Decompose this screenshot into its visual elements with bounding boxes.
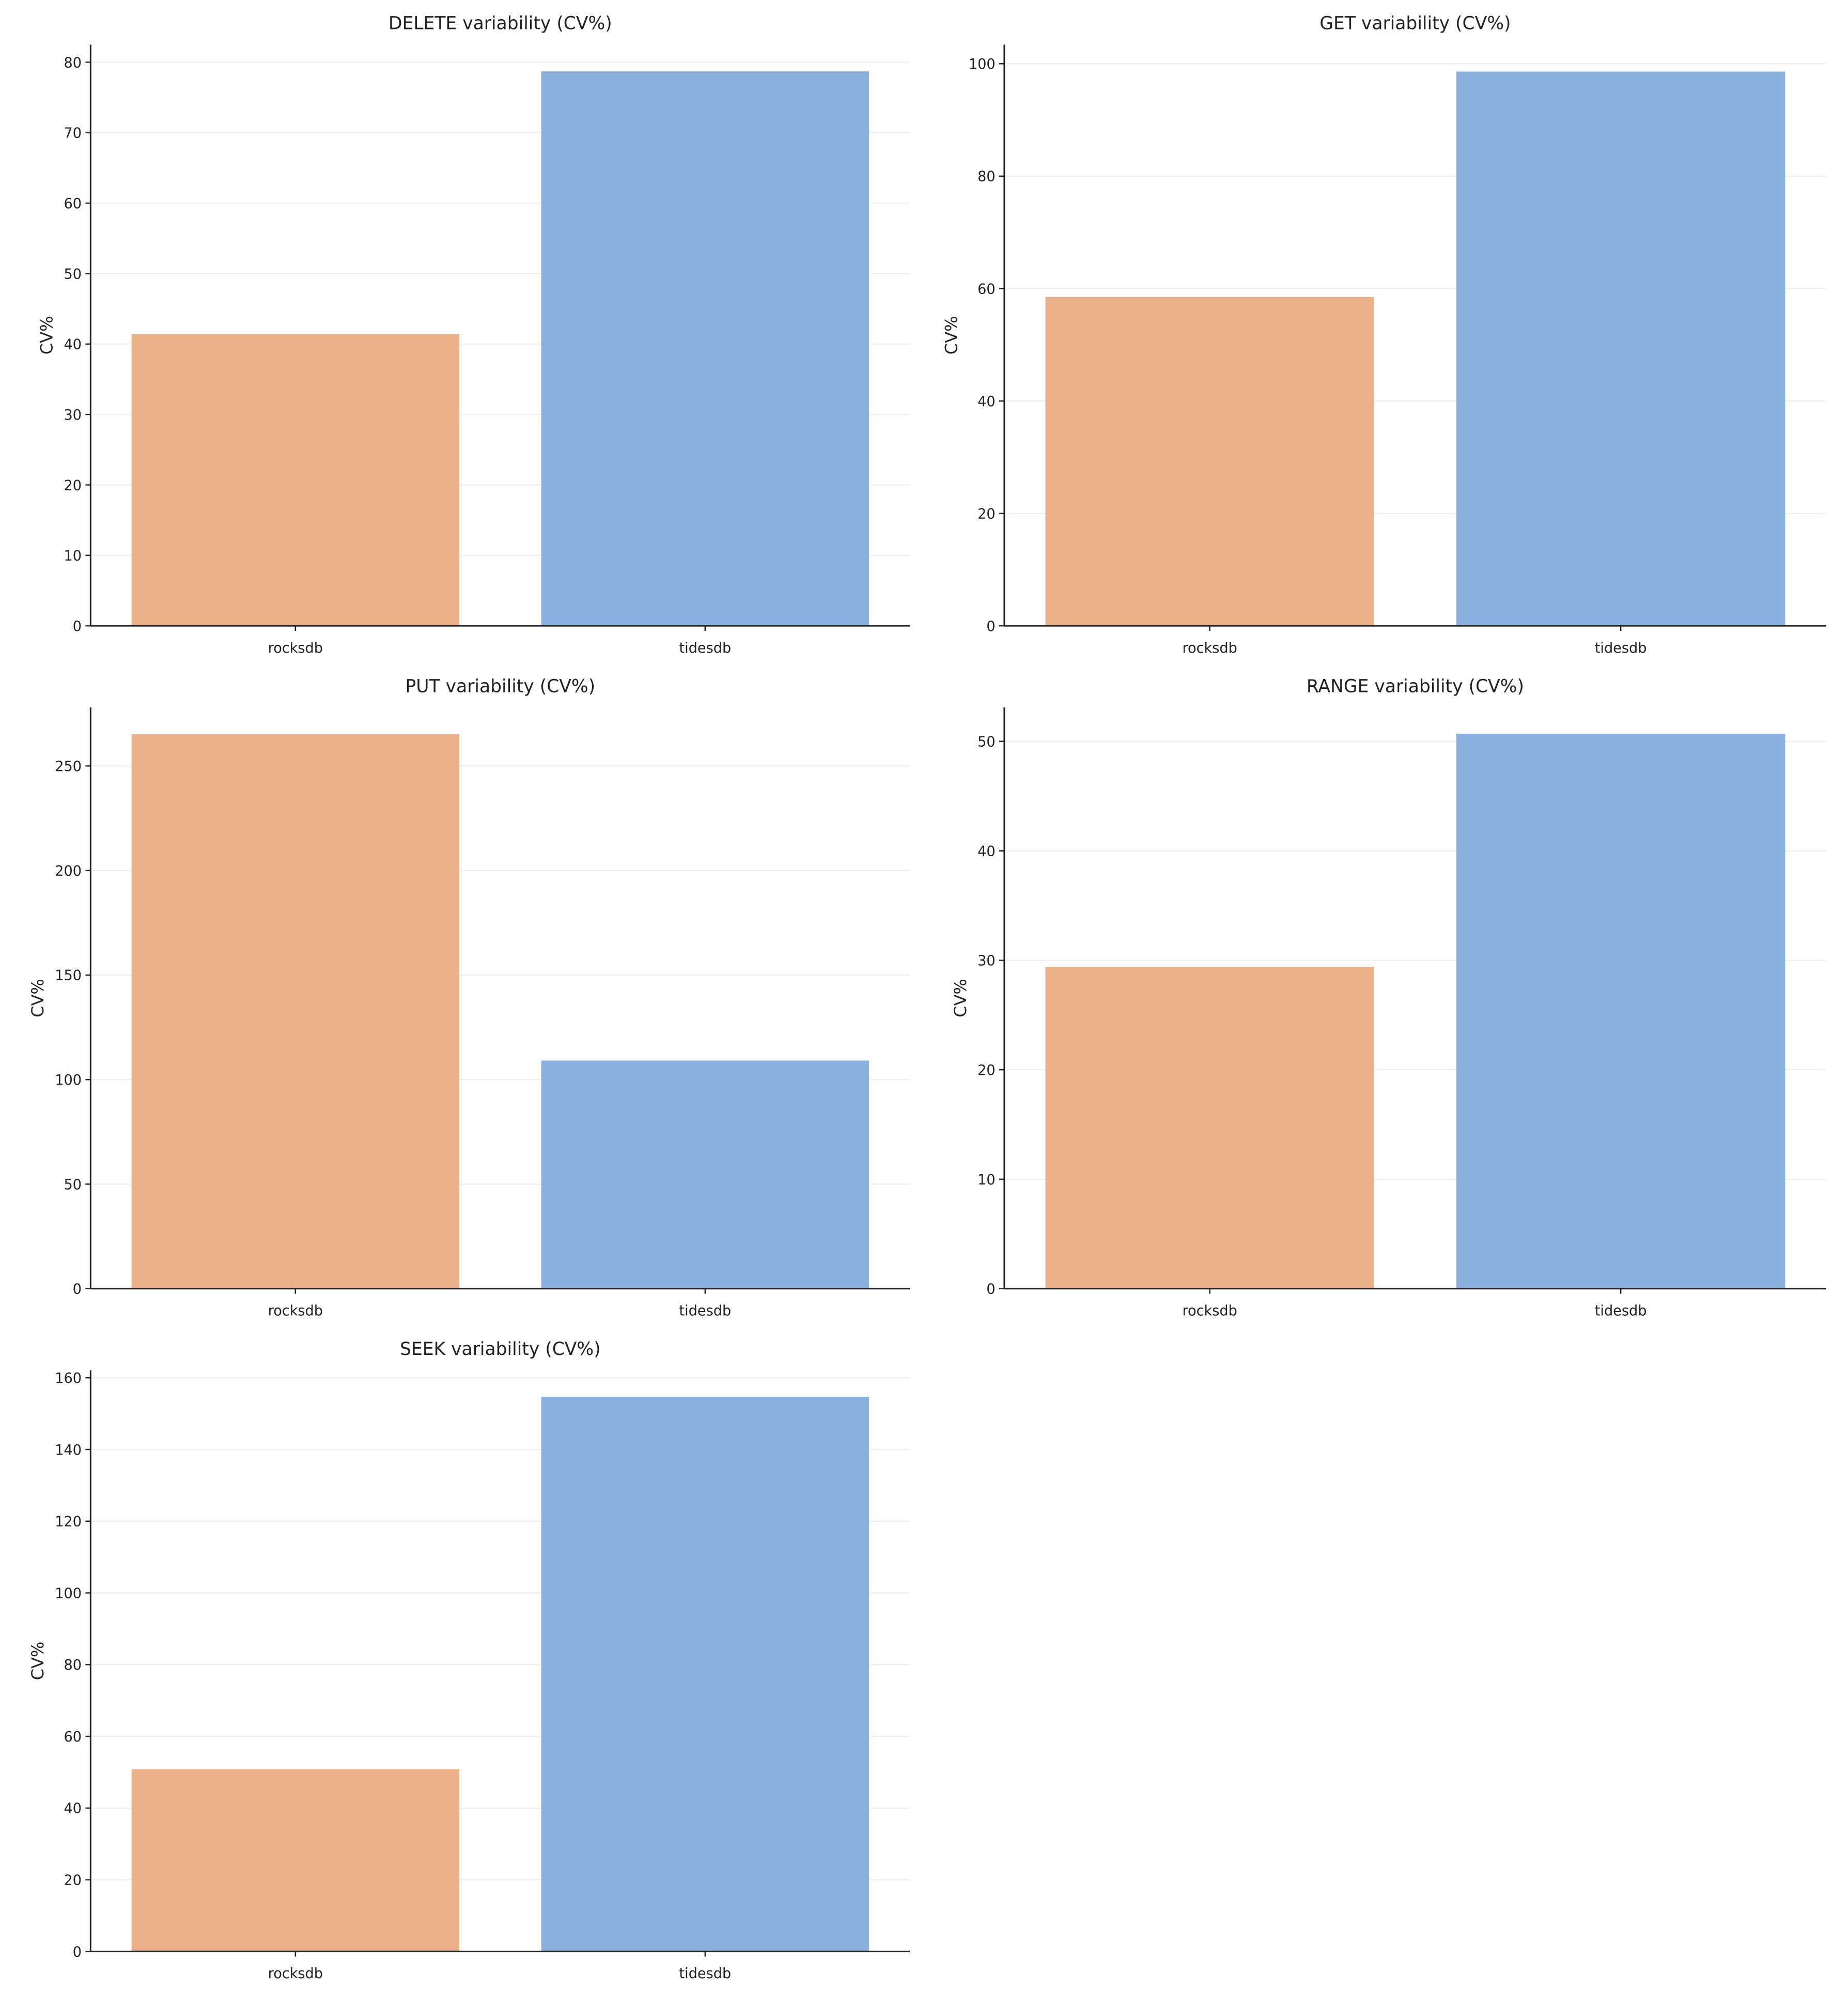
x-tick-label: tidesdb xyxy=(679,1966,732,1982)
x-tick-label: rocksdb xyxy=(1182,640,1237,656)
y-tick-label: 30 xyxy=(64,407,82,423)
y-tick-label: 200 xyxy=(55,863,82,879)
y-axis-label: CV% xyxy=(951,979,970,1017)
bar-rocksdb xyxy=(1045,966,1374,1289)
y-tick-label: 120 xyxy=(55,1514,82,1530)
x-tick-label: tidesdb xyxy=(1595,640,1647,656)
bar-tidesdb xyxy=(541,1396,869,1952)
chart-title: RANGE variability (CV%) xyxy=(1307,676,1524,697)
x-tick-label: rocksdb xyxy=(268,640,323,656)
chart-title: PUT variability (CV%) xyxy=(405,676,595,697)
subplot-delete: 0 10 20 30 40 50 60 70 80 rocksdb tidesdb DELETE va… xyxy=(37,13,910,656)
y-axis-label: CV% xyxy=(28,1642,48,1680)
y-tick-label: 150 xyxy=(55,968,82,984)
y-tick-label: 80 xyxy=(977,169,996,185)
x-tick-label: tidesdb xyxy=(679,1303,732,1319)
y-tick-label: 20 xyxy=(64,477,82,493)
bar-rocksdb xyxy=(131,334,460,626)
subplot-seek: 0 20 40 60 80 100 120 140 160 rocksdb tidesdb SEEK … xyxy=(28,1339,910,1982)
y-tick-label: 80 xyxy=(64,55,82,71)
bar-tidesdb xyxy=(541,71,869,626)
y-tick-label: 40 xyxy=(977,843,996,859)
y-tick-label: 60 xyxy=(977,281,996,297)
y-tick-label: 0 xyxy=(73,1944,82,1960)
y-tick-label: 50 xyxy=(64,266,82,282)
bar-rocksdb xyxy=(131,734,460,1289)
subplot-get: 0 20 40 60 80 100 rocksdb tidesdb GET variabilit… xyxy=(942,13,1826,656)
y-tick-label: 50 xyxy=(64,1177,82,1193)
subplot-range: 0 10 20 30 40 50 rocksdb tidesdb RANGE variabili… xyxy=(951,676,1826,1319)
y-tick-label: 60 xyxy=(64,196,82,212)
y-tick-label: 30 xyxy=(977,953,996,969)
y-axis-label: CV% xyxy=(28,979,48,1017)
y-tick-label: 50 xyxy=(977,734,996,750)
x-tick-label: rocksdb xyxy=(268,1303,323,1319)
y-axis-label: CV% xyxy=(942,316,961,354)
y-tick-label: 100 xyxy=(55,1072,82,1088)
y-tick-label: 40 xyxy=(977,394,996,410)
y-tick-label: 100 xyxy=(55,1585,82,1601)
y-tick-label: 60 xyxy=(64,1729,82,1745)
y-tick-label: 100 xyxy=(969,56,996,72)
x-tick-label: tidesdb xyxy=(1595,1303,1647,1319)
bar-rocksdb xyxy=(131,1769,460,1952)
y-tick-label: 0 xyxy=(73,1282,82,1298)
y-tick-label: 20 xyxy=(977,506,996,522)
y-tick-label: 0 xyxy=(986,619,995,635)
chart-title: SEEK variability (CV%) xyxy=(400,1339,601,1360)
y-tick-label: 40 xyxy=(64,337,82,353)
x-tick-label: rocksdb xyxy=(268,1966,323,1982)
chart-title: GET variability (CV%) xyxy=(1319,13,1511,34)
chart-title: DELETE variability (CV%) xyxy=(389,13,612,34)
y-tick-label: 10 xyxy=(977,1172,996,1188)
y-tick-label: 80 xyxy=(64,1657,82,1673)
y-tick-label: 140 xyxy=(55,1442,82,1458)
x-tick-label: tidesdb xyxy=(679,640,732,656)
y-tick-label: 10 xyxy=(64,548,82,564)
y-tick-label: 160 xyxy=(55,1370,82,1386)
y-tick-label: 40 xyxy=(64,1801,82,1817)
y-tick-label: 20 xyxy=(977,1062,996,1078)
x-tick-label: rocksdb xyxy=(1182,1303,1237,1319)
bar-tidesdb xyxy=(541,1060,869,1289)
y-tick-label: 0 xyxy=(73,619,82,635)
y-axis-label: CV% xyxy=(37,316,56,354)
bar-rocksdb xyxy=(1045,297,1374,626)
y-tick-label: 70 xyxy=(64,126,82,142)
y-tick-label: 0 xyxy=(986,1282,995,1298)
y-tick-label: 250 xyxy=(55,759,82,775)
subplot-put: 0 50 100 150 200 250 rocksdb tidesdb PUT variabi… xyxy=(28,676,910,1319)
bar-tidesdb xyxy=(1456,733,1785,1289)
y-tick-label: 20 xyxy=(64,1872,82,1888)
bar-tidesdb xyxy=(1456,71,1785,626)
